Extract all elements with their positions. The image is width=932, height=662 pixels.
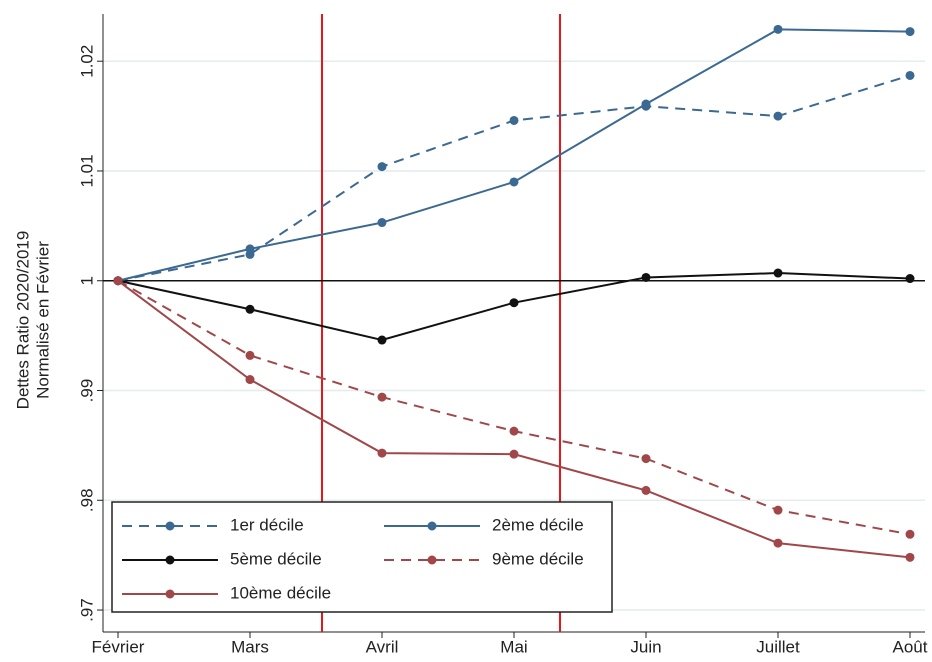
y-tick-label: .98 [77, 488, 96, 512]
data-point [641, 454, 651, 464]
series-line [117, 28, 911, 282]
data-point [377, 218, 387, 228]
x-tick-label: Mai [500, 637, 527, 656]
data-point [509, 115, 519, 125]
data-point [509, 177, 519, 187]
legend-marker [165, 589, 175, 599]
y-axis-title: Dettes Ratio 2020/2019 Normalisé en Févr… [13, 231, 52, 410]
x-tick-label: Mars [231, 637, 269, 656]
x-tick-label: Juillet [756, 637, 800, 656]
data-point [641, 272, 651, 282]
data-point [641, 99, 651, 109]
data-point [245, 244, 255, 254]
data-point [377, 162, 387, 172]
x-tick-label: Août [893, 637, 928, 656]
data-point [905, 70, 915, 80]
y-title-line: Normalisé en Février [33, 241, 52, 399]
legend: 1er décile 2ème décile 5ème décile 9ème déc… [111, 501, 613, 613]
legend-label: 2ème décile [492, 515, 584, 534]
series-line [117, 279, 911, 536]
y-tick-label: .97 [77, 598, 96, 622]
legend-label: 5ème décile [230, 549, 322, 568]
data-point [773, 505, 783, 515]
data-point [641, 485, 651, 495]
legend-marker [165, 555, 175, 565]
legend-marker [165, 521, 175, 531]
y-tick-label: .99 [77, 379, 96, 403]
legend-marker [427, 555, 437, 565]
legend-label: 9ème décile [492, 549, 584, 568]
data-point [773, 111, 783, 121]
y-title-line: Dettes Ratio 2020/2019 [13, 231, 32, 410]
data-point [113, 276, 123, 286]
data-point [377, 392, 387, 402]
x-tick-label: Avril [366, 637, 399, 656]
data-point [245, 350, 255, 360]
data-point [773, 268, 783, 278]
data-point [905, 552, 915, 562]
x-tick-label: Juin [630, 637, 661, 656]
data-point [905, 529, 915, 539]
data-point [509, 298, 519, 308]
x-tick-label: Février [92, 637, 145, 656]
data-point [509, 449, 519, 459]
data-point [245, 375, 255, 385]
y-tick-label: 1.01 [77, 154, 96, 187]
data-point [245, 304, 255, 314]
y-tick-label: 1 [77, 276, 96, 285]
data-point [773, 24, 783, 34]
data-point [905, 274, 915, 284]
data-point [377, 335, 387, 345]
y-tick-label: 1.02 [77, 45, 96, 78]
data-point [905, 27, 915, 37]
legend-marker [427, 521, 437, 531]
data-point [509, 426, 519, 436]
legend-label: 1er décile [230, 515, 304, 534]
data-point [377, 448, 387, 458]
data-point [773, 538, 783, 548]
legend-label: 10ème décile [230, 583, 331, 602]
